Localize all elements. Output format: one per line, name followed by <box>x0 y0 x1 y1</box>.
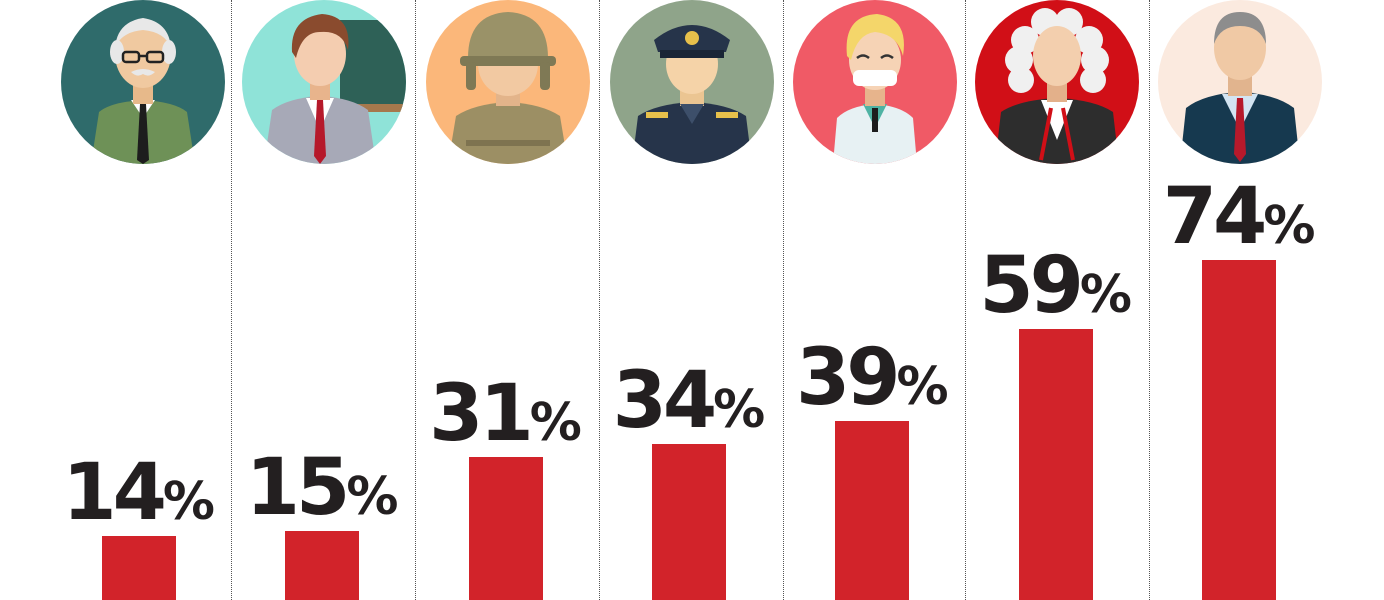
column-divider <box>965 0 966 600</box>
doctor-icon <box>793 0 957 164</box>
data-label-unit: % <box>1079 264 1133 325</box>
elderly-man-icon <box>61 0 225 164</box>
data-label-value: 34 <box>612 355 718 446</box>
data-label: 15% <box>222 449 422 527</box>
data-label: 31% <box>406 375 606 453</box>
bar-soldier <box>468 457 543 600</box>
data-label-value: 74 <box>1162 171 1268 262</box>
data-label: 34% <box>589 362 789 440</box>
column-divider <box>1149 0 1150 600</box>
column-divider <box>599 0 600 600</box>
judge-icon <box>975 0 1139 164</box>
data-label-value: 14 <box>62 447 167 538</box>
data-label-value: 59 <box>979 240 1084 331</box>
bar-police-officer <box>651 443 726 600</box>
soldier-icon <box>426 0 590 164</box>
data-label-unit: % <box>346 467 399 527</box>
bar-elderly-man <box>101 535 176 600</box>
data-label-unit: % <box>1263 195 1316 256</box>
column-divider <box>415 0 416 600</box>
police-officer-icon <box>610 0 774 164</box>
bar-teacher <box>285 531 360 600</box>
data-label: 14% <box>39 454 239 532</box>
data-label-unit: % <box>896 356 949 417</box>
data-label-unit: % <box>162 471 216 532</box>
data-label: 59% <box>956 247 1156 325</box>
bar-politician <box>1202 259 1277 600</box>
teacher-icon <box>242 0 406 164</box>
data-label-value: 15 <box>245 443 351 533</box>
bar-doctor <box>835 420 910 600</box>
column-divider <box>783 0 784 600</box>
bar-judge <box>1018 328 1093 600</box>
data-label-value: 31 <box>429 369 534 460</box>
data-label: 39% <box>772 339 972 417</box>
data-label-value: 39 <box>795 332 901 423</box>
data-label: 74% <box>1139 178 1339 256</box>
data-label-unit: % <box>713 379 766 440</box>
data-label-unit: % <box>529 393 582 454</box>
politician-icon <box>1158 0 1322 164</box>
column-divider <box>231 0 232 600</box>
